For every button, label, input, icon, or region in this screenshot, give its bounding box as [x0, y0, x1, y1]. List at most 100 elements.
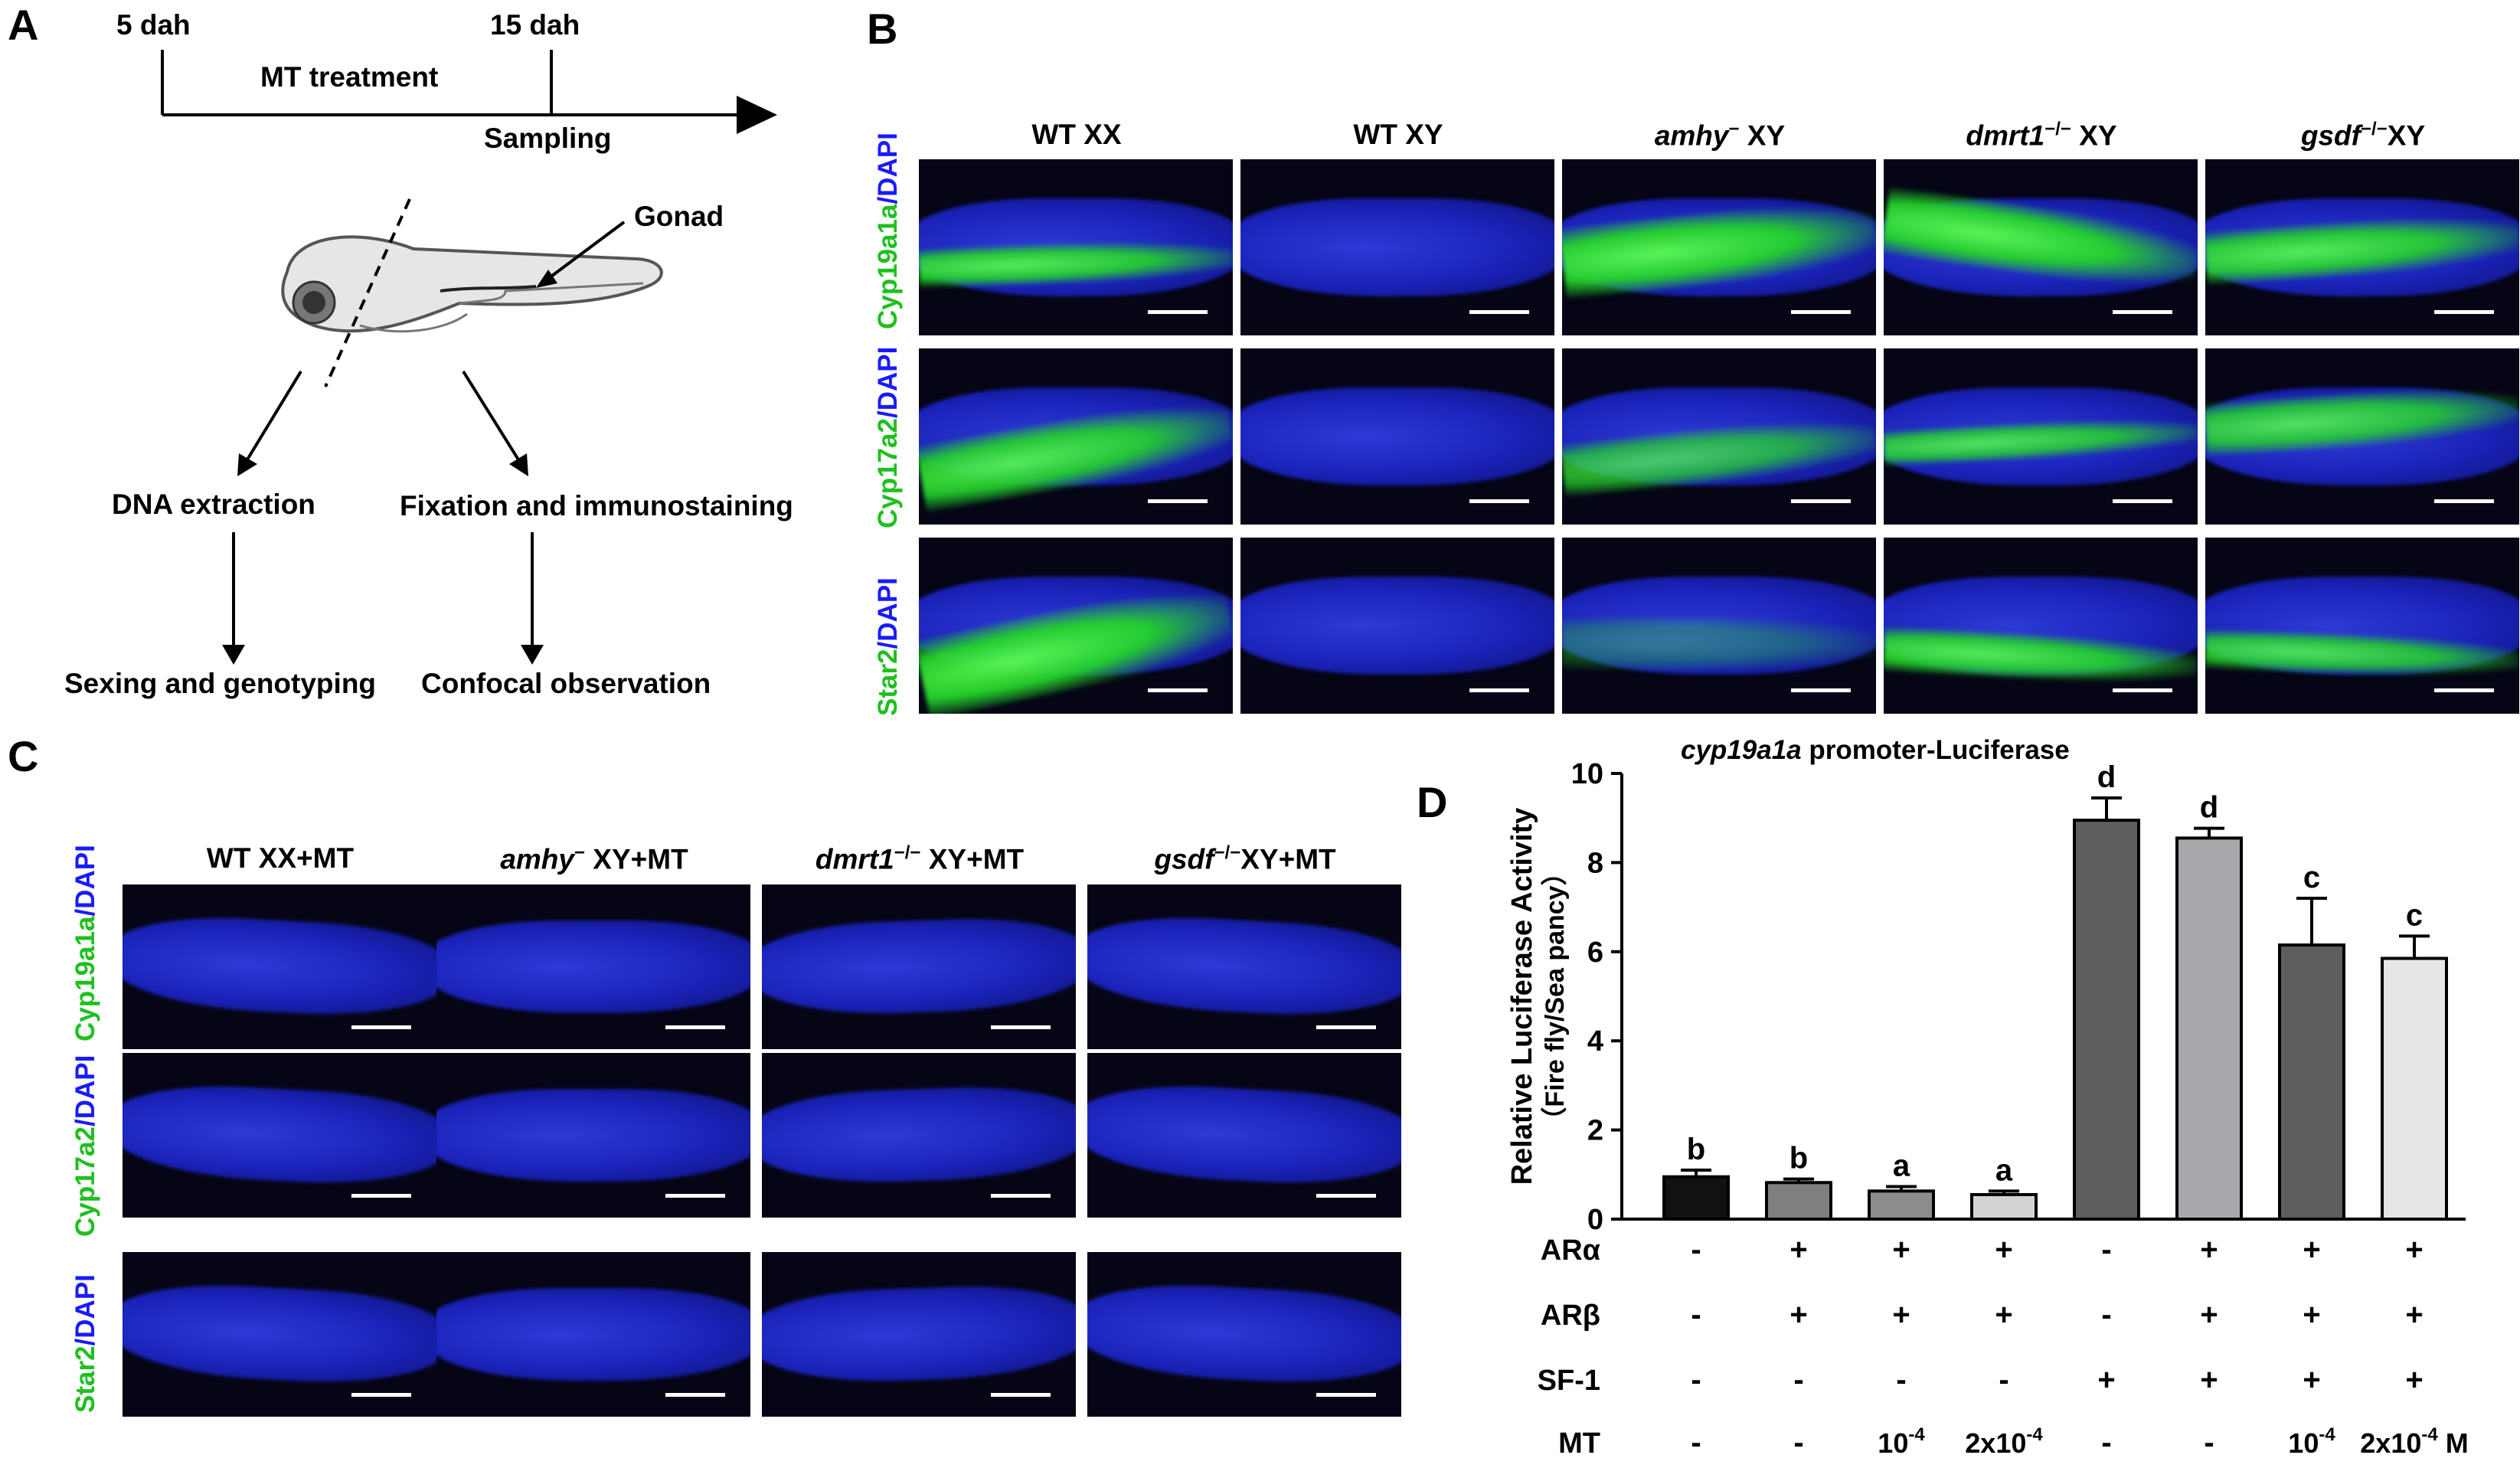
- timeline-start: 5 dah: [116, 9, 191, 41]
- condition-mark: -: [2204, 1426, 2214, 1460]
- bar: [1868, 1189, 1935, 1221]
- condition-mark: -: [1691, 1426, 1701, 1460]
- micrograph-b-tile: [1562, 348, 1876, 525]
- bar: [1765, 1181, 1832, 1221]
- condition-mark: -: [2101, 1298, 2111, 1332]
- condition-mark: +: [1892, 1233, 1910, 1267]
- significance-letter: c: [2406, 898, 2423, 932]
- scale-bar: [1469, 499, 1530, 504]
- scale-bar: [1469, 688, 1530, 693]
- dna-extraction-label: DNA extraction: [112, 489, 315, 520]
- significance-letter: d: [2097, 760, 2116, 794]
- micrograph-c-tile: [436, 1053, 750, 1218]
- condition-mark: +: [2200, 1298, 2218, 1332]
- c-row-label: Cyp19a1a/DAPI: [70, 845, 100, 1041]
- condition-mark: 2x10-4: [1965, 1424, 2043, 1459]
- condition-mark: +: [2405, 1298, 2423, 1332]
- luciferase-bar-chart: 0 2 4 6 8 10 Relative Luciferase Activity （Fire…: [1506, 758, 2469, 1460]
- condition-mark: +: [1892, 1298, 1910, 1332]
- micrograph-c-tile: [123, 884, 436, 1049]
- scale-bar: [351, 1025, 412, 1030]
- condition-label: ARα: [1541, 1234, 1600, 1267]
- scale-bar: [2434, 688, 2495, 693]
- b-col-header: WT XX: [1031, 119, 1122, 150]
- condition-mark: +: [2303, 1298, 2320, 1332]
- condition-mark: -: [2101, 1233, 2111, 1267]
- condition-label: SF-1: [1538, 1365, 1600, 1397]
- b-row-label: Star2/DAPI: [873, 577, 903, 716]
- scale-bar: [1148, 499, 1208, 504]
- scale-bar: [665, 1025, 726, 1030]
- micrograph-c-tile: [762, 1053, 1076, 1218]
- timeline-end: 15 dah: [490, 9, 580, 41]
- panel-d-label: D: [1417, 778, 1448, 826]
- y-axis-label: Relative Luciferase Activity: [1506, 808, 1538, 1185]
- scale-bar: [991, 1393, 1051, 1398]
- significance-letter: c: [2303, 861, 2320, 894]
- condition-mark: 10-4: [2288, 1424, 2335, 1459]
- c-col-header: gsdf−/−XY+MT: [1154, 842, 1336, 875]
- condition-mark: -: [1896, 1363, 1906, 1397]
- scale-bar: [1469, 310, 1530, 315]
- panel-c-label: C: [8, 732, 39, 780]
- scale-bar: [1148, 688, 1208, 693]
- condition-mark: -: [1793, 1363, 1803, 1397]
- micrograph-b-tile: [1884, 538, 2198, 714]
- micrograph-b-tile: [1240, 538, 1554, 714]
- micrograph-c-tile: [123, 1252, 436, 1417]
- c-row-label: Cyp17a2/DAPI: [70, 1054, 100, 1237]
- y-axis-sublabel: （Fire fly/Sea pancy）: [1540, 859, 1570, 1133]
- scale-bar: [1791, 688, 1852, 693]
- scale-bar: [1316, 1194, 1377, 1198]
- bar: [2381, 956, 2448, 1221]
- micrograph-b-tile: [1562, 159, 1876, 335]
- b-row-label: Cyp17a2/DAPI: [873, 346, 903, 528]
- scale-bar: [1791, 499, 1852, 504]
- b-col-header: amhy− XY: [1654, 119, 1786, 152]
- y-tick-label: 2: [1587, 1115, 1603, 1147]
- significance-letter: b: [1789, 1142, 1808, 1175]
- scale-bar: [2434, 310, 2495, 315]
- bar: [1970, 1192, 2038, 1221]
- scale-bar: [351, 1194, 412, 1198]
- b-col-header: dmrt1−/− XY: [1966, 119, 2117, 152]
- micrograph-b-tile: [2205, 538, 2519, 714]
- bar: [2073, 819, 2140, 1221]
- condition-mark: +: [2097, 1363, 2115, 1397]
- micrograph-c-tile: [1087, 1053, 1401, 1218]
- scale-bar: [665, 1393, 726, 1398]
- condition-mark: 2x10-4 M: [2360, 1424, 2468, 1459]
- micrograph-c-tile: [436, 884, 750, 1049]
- condition-mark: +: [2303, 1233, 2320, 1267]
- micrograph-b-tile: [2205, 348, 2519, 525]
- c-col-header: WT XX+MT: [206, 842, 355, 874]
- scale-bar: [2113, 310, 2173, 315]
- fixation-label: Fixation and immunostaining: [400, 490, 793, 521]
- micrograph-b-tile: [1884, 159, 2198, 335]
- c-col-header: dmrt1−/− XY+MT: [815, 842, 1025, 875]
- micrograph-b-tile: [1562, 538, 1876, 714]
- micrograph-c-tile: [1087, 1252, 1401, 1417]
- y-tick-label: 8: [1587, 847, 1603, 879]
- b-row-label: Cyp19a1a/DAPI: [873, 132, 903, 329]
- micrograph-b-tile: [1240, 159, 1554, 335]
- condition-mark: +: [1995, 1298, 2012, 1332]
- scale-bar: [991, 1194, 1051, 1198]
- c-row-label: Star2/DAPI: [70, 1274, 100, 1413]
- y-tick-label: 10: [1571, 758, 1603, 790]
- micrograph-c-tile: [762, 1252, 1076, 1417]
- condition-mark: +: [1789, 1298, 1807, 1332]
- micrograph-c-tile: [123, 1053, 436, 1218]
- significance-letter: a: [1893, 1149, 1910, 1183]
- panel-a-label: A: [8, 1, 39, 49]
- panel-b-label: B: [867, 5, 898, 53]
- micrograph-b-tile: [919, 538, 1233, 714]
- chart-title: cyp19a1a promoter-Luciferase: [1681, 735, 2070, 765]
- condition-mark: -: [1691, 1363, 1701, 1397]
- condition-mark: +: [2303, 1363, 2320, 1397]
- micrograph-b-tile: [919, 159, 1233, 335]
- bar: [1662, 1175, 1730, 1221]
- scale-bar: [1316, 1393, 1377, 1398]
- condition-mark: 10-4: [1878, 1424, 1925, 1459]
- b-col-header: WT XY: [1353, 119, 1443, 150]
